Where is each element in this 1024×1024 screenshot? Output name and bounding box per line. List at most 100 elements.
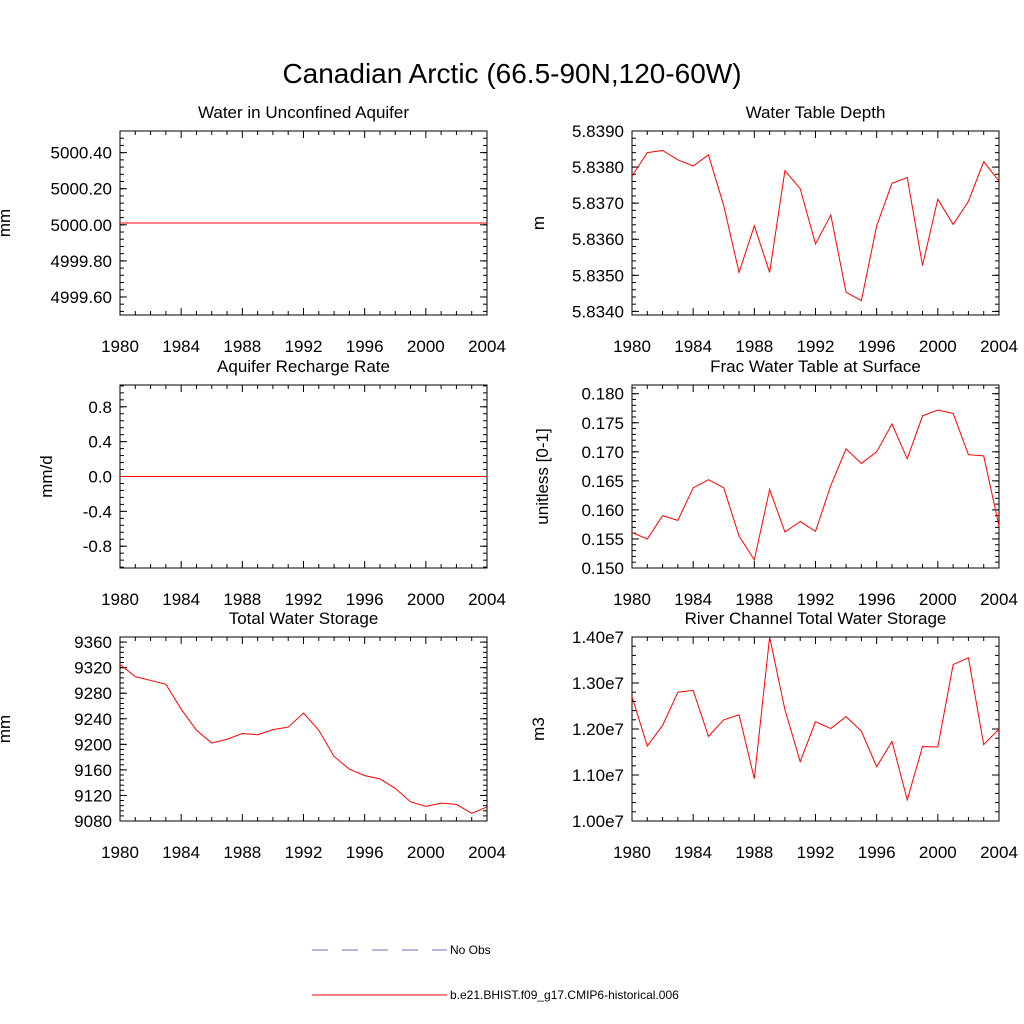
x-tick-label: 1984 — [162, 843, 200, 862]
x-tick-label: 2004 — [980, 337, 1018, 356]
y-tick-label: 0.180 — [581, 385, 624, 404]
panel-5: 1980 1984 1988 1992 1996 2000 2004 9080 9120 9160… — [0, 609, 506, 862]
x-tick-label: 1988 — [735, 337, 773, 356]
y-tick-label: 5.8360 — [572, 230, 624, 249]
y-tick-label: 9160 — [74, 761, 112, 780]
y-tick-label: 0.155 — [581, 530, 624, 549]
y-tick-label: 1.20e7 — [572, 720, 624, 739]
y-tick-label: 5.8370 — [572, 194, 624, 213]
y-tick-label: 1.30e7 — [572, 674, 624, 693]
y-tick-label: 9360 — [74, 633, 112, 652]
x-tick-label: 1980 — [101, 590, 139, 609]
panel-4: 1980 1984 1988 1992 1996 2000 2004 0.150 0.155 0.… — [533, 357, 1018, 609]
main-title: Canadian Arctic (66.5-90N,120-60W) — [282, 58, 741, 89]
y-axis-label: mm/d — [37, 455, 56, 498]
series-line — [631, 636, 1000, 802]
panel-title: Water Table Depth — [746, 103, 886, 122]
plot-frame — [631, 384, 1000, 569]
plot-frame — [119, 636, 488, 822]
panel-title: Frac Water Table at Surface — [710, 357, 921, 376]
x-tick-label: 1988 — [735, 590, 773, 609]
y-tick-label: 9200 — [74, 735, 112, 754]
y-tick-label: 5.8380 — [572, 158, 624, 177]
x-tick-label: 1984 — [162, 590, 200, 609]
y-tick-label: 0.4 — [88, 433, 112, 452]
x-tick-label: 2000 — [919, 843, 957, 862]
x-tick-label: 1988 — [223, 590, 261, 609]
x-tick-label: 2004 — [468, 590, 506, 609]
y-tick-label: 9280 — [74, 684, 112, 703]
x-tick-label: 1984 — [674, 843, 712, 862]
x-tick-label: 1984 — [674, 590, 712, 609]
x-tick-label: 2000 — [919, 590, 957, 609]
x-tick-label: 1980 — [101, 843, 139, 862]
panel-1: 1980 1984 1988 1992 1996 2000 2004 4999.60 4999.… — [0, 103, 506, 356]
plot-frame — [631, 636, 1000, 822]
y-tick-label: 1.10e7 — [572, 766, 624, 785]
panel-title: Water in Unconfined Aquifer — [198, 103, 409, 122]
x-tick-label: 1980 — [613, 590, 651, 609]
y-tick-label: 9080 — [74, 812, 112, 831]
panel-2: 1980 1984 1988 1992 1996 2000 2004 5.8340 5.8350… — [529, 103, 1018, 356]
x-tick-label: 2000 — [919, 337, 957, 356]
y-tick-label: 0.8 — [88, 398, 112, 417]
y-tick-label: 0.170 — [581, 443, 624, 462]
x-tick-label: 1996 — [858, 843, 896, 862]
y-tick-label: 0.150 — [581, 559, 624, 578]
x-tick-label: 2004 — [980, 843, 1018, 862]
x-tick-label: 1996 — [346, 590, 384, 609]
y-tick-label: 5000.40 — [51, 144, 112, 163]
legend: No Obs b.e21.BHIST.f09_g17.CMIP6-historic… — [312, 943, 679, 1002]
y-tick-label: 0.175 — [581, 414, 624, 433]
y-tick-label: 5.8350 — [572, 266, 624, 285]
x-tick-label: 1996 — [858, 337, 896, 356]
y-tick-label: 4999.60 — [51, 288, 112, 307]
x-tick-label: 1988 — [223, 337, 261, 356]
panel-title: River Channel Total Water Storage — [685, 609, 947, 628]
x-tick-label: 1992 — [285, 843, 323, 862]
y-tick-label: -0.4 — [83, 502, 112, 521]
y-tick-label: 0.0 — [88, 468, 112, 487]
x-tick-label: 2000 — [407, 337, 445, 356]
x-tick-label: 1988 — [223, 843, 261, 862]
x-tick-label: 1980 — [101, 337, 139, 356]
y-tick-label: 9320 — [74, 659, 112, 678]
series-line — [631, 149, 1000, 302]
y-tick-label: 5000.20 — [51, 180, 112, 199]
panel-6: 1980 1984 1988 1992 1996 2000 2004 1.00e7 1.10e7… — [529, 609, 1018, 862]
y-axis-label: m — [529, 216, 548, 230]
y-axis-label: mm — [0, 715, 14, 743]
x-tick-label: 1992 — [285, 337, 323, 356]
x-tick-label: 1988 — [735, 843, 773, 862]
x-tick-label: 1980 — [613, 337, 651, 356]
y-tick-label: 0.160 — [581, 501, 624, 520]
y-tick-label: 4999.80 — [51, 252, 112, 271]
x-tick-label: 1984 — [162, 337, 200, 356]
panel-3: 1980 1984 1988 1992 1996 2000 2004 -0.8 -0.4 0.0 0… — [37, 357, 506, 609]
y-tick-label: 5.8390 — [572, 122, 624, 141]
y-axis-label: unitless [0-1] — [533, 428, 552, 524]
y-axis-label: mm — [0, 209, 14, 237]
y-tick-label: 1.00e7 — [572, 812, 624, 831]
x-tick-label: 1992 — [285, 590, 323, 609]
legend-label-no-obs: No Obs — [450, 943, 491, 957]
x-tick-label: 1996 — [346, 843, 384, 862]
y-tick-label: 5000.00 — [51, 216, 112, 235]
y-axis-label: m3 — [529, 717, 548, 741]
x-tick-label: 2004 — [980, 590, 1018, 609]
y-tick-label: 1.40e7 — [572, 628, 624, 647]
y-tick-label: 9120 — [74, 786, 112, 805]
x-tick-label: 1996 — [346, 337, 384, 356]
x-tick-label: 2000 — [407, 843, 445, 862]
x-tick-label: 1992 — [797, 590, 835, 609]
x-tick-label: 1984 — [674, 337, 712, 356]
x-tick-label: 2004 — [468, 337, 506, 356]
y-tick-label: 9240 — [74, 710, 112, 729]
panel-title: Aquifer Recharge Rate — [217, 357, 390, 376]
y-tick-label: 5.8340 — [572, 302, 624, 321]
y-tick-label: 0.165 — [581, 472, 624, 491]
series-line — [119, 664, 488, 814]
x-tick-label: 2000 — [407, 590, 445, 609]
